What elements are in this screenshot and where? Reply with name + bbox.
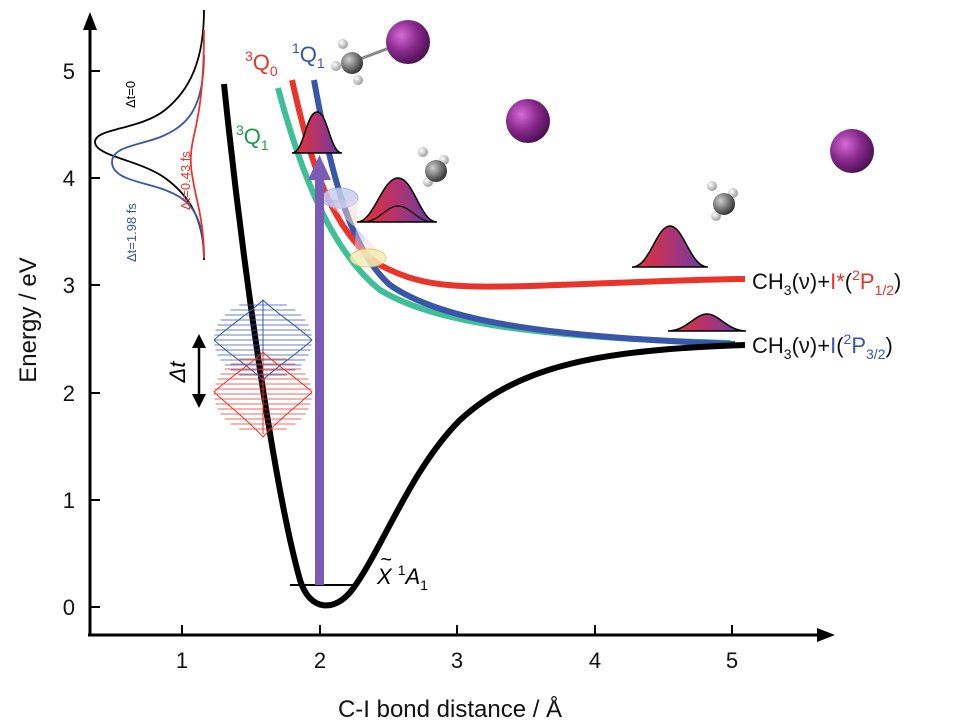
delay-arrowhead-down [192, 394, 206, 408]
x-tick-label: 5 [726, 648, 738, 673]
excitation [290, 155, 358, 586]
pulse-envelope-red [189, 29, 205, 259]
iodine-atom [506, 99, 550, 143]
x-axis-title: C-I bond distance / Å [338, 695, 562, 723]
molecule-intersection [418, 99, 550, 187]
state-label-triplet-q1: 3Q1 [236, 122, 269, 153]
y-tick-label: 1 [63, 488, 75, 513]
wavepacket-franck-condon [291, 111, 343, 154]
upper-cone [323, 200, 358, 228]
state-label-ground: ~ X 1A1 [376, 549, 428, 593]
wavepacket-intersection [356, 177, 438, 223]
x-tick-label: 1 [176, 648, 188, 673]
y-tick-label: 0 [63, 595, 75, 620]
carbon-atom [425, 160, 447, 182]
pulse-envelope-blue [111, 54, 205, 259]
state-label-q0: 3Q0 [245, 48, 278, 79]
wavepackets [291, 111, 747, 332]
asymptote-label-upper: CH3(ν)+I*(2P1/2) [752, 267, 901, 298]
ground-tilde: ~ [380, 549, 392, 571]
pulse-red-envelope-top [213, 351, 313, 393]
state-label-singlet-q1: 1Q1 [292, 40, 325, 71]
pulse-label-dt043: Δt=0.43 fs [178, 151, 193, 210]
asymptote-label-lower: CH3(ν)+I(2P3/2) [752, 331, 893, 362]
wavepacket-intersection-lower [361, 205, 434, 223]
x-ticks: 1 2 3 4 5 [176, 625, 738, 673]
excitation-arrowhead [308, 155, 331, 180]
x-axis-arrowhead [817, 628, 835, 642]
hydrogen-atom [707, 181, 717, 191]
y-tick-label: 3 [63, 273, 75, 298]
delay-arrowhead-up [192, 334, 206, 348]
pulse-red-envelope-bottom [213, 391, 313, 438]
x-tick-label: 2 [314, 648, 326, 673]
carbon-atom [713, 193, 735, 215]
molecule-franck-condon [331, 20, 430, 85]
pulse-label-dt198: Δt=1.98 fs [124, 203, 139, 262]
ground-state-curve [221, 83, 746, 609]
hydrogen-atom [331, 61, 341, 71]
hydrogen-atom [418, 147, 428, 157]
y-ticks: 0 1 2 3 4 5 [63, 59, 100, 620]
x-tick-label: 4 [589, 648, 601, 673]
pulse-label-dt0: Δt=0 [123, 81, 138, 108]
lower-cone-rim [349, 248, 387, 268]
pulse-envelope-inset: Δt=0 Δt=0.43 fs Δt=1.98 fs [94, 9, 205, 262]
wavepacket-exit-lower [667, 313, 747, 332]
iodine-atom [830, 129, 874, 173]
iodine-atom [386, 20, 430, 64]
molecule-dissociated [707, 129, 874, 221]
ground-label-text: X 1A1 [376, 562, 428, 593]
delay-label: Δt [165, 361, 190, 384]
y-tick-label: 4 [63, 166, 75, 191]
pulse-red-fringes [214, 354, 312, 434]
potential-curves [221, 79, 746, 609]
excitation-arrow-shaft [315, 175, 324, 585]
pulse-envelope-black [94, 9, 205, 261]
y-axis-title: Energy / eV [15, 257, 42, 382]
x-tick-label: 3 [451, 648, 463, 673]
delayed-pulse-pair: Δt [165, 299, 313, 438]
wavepacket-exit-upper [631, 225, 709, 268]
y-axis-arrowhead [83, 12, 97, 30]
axes: 1 2 3 4 5 0 1 2 3 4 5 C-I bond distance / Å Energ… [15, 12, 835, 723]
y-tick-label: 5 [63, 59, 75, 84]
hydrogen-atom [338, 39, 348, 49]
carbon-atom [341, 52, 363, 74]
singlet-q1-curve [311, 79, 736, 347]
y-tick-label: 2 [63, 381, 75, 406]
hydrogen-atom [353, 75, 363, 85]
